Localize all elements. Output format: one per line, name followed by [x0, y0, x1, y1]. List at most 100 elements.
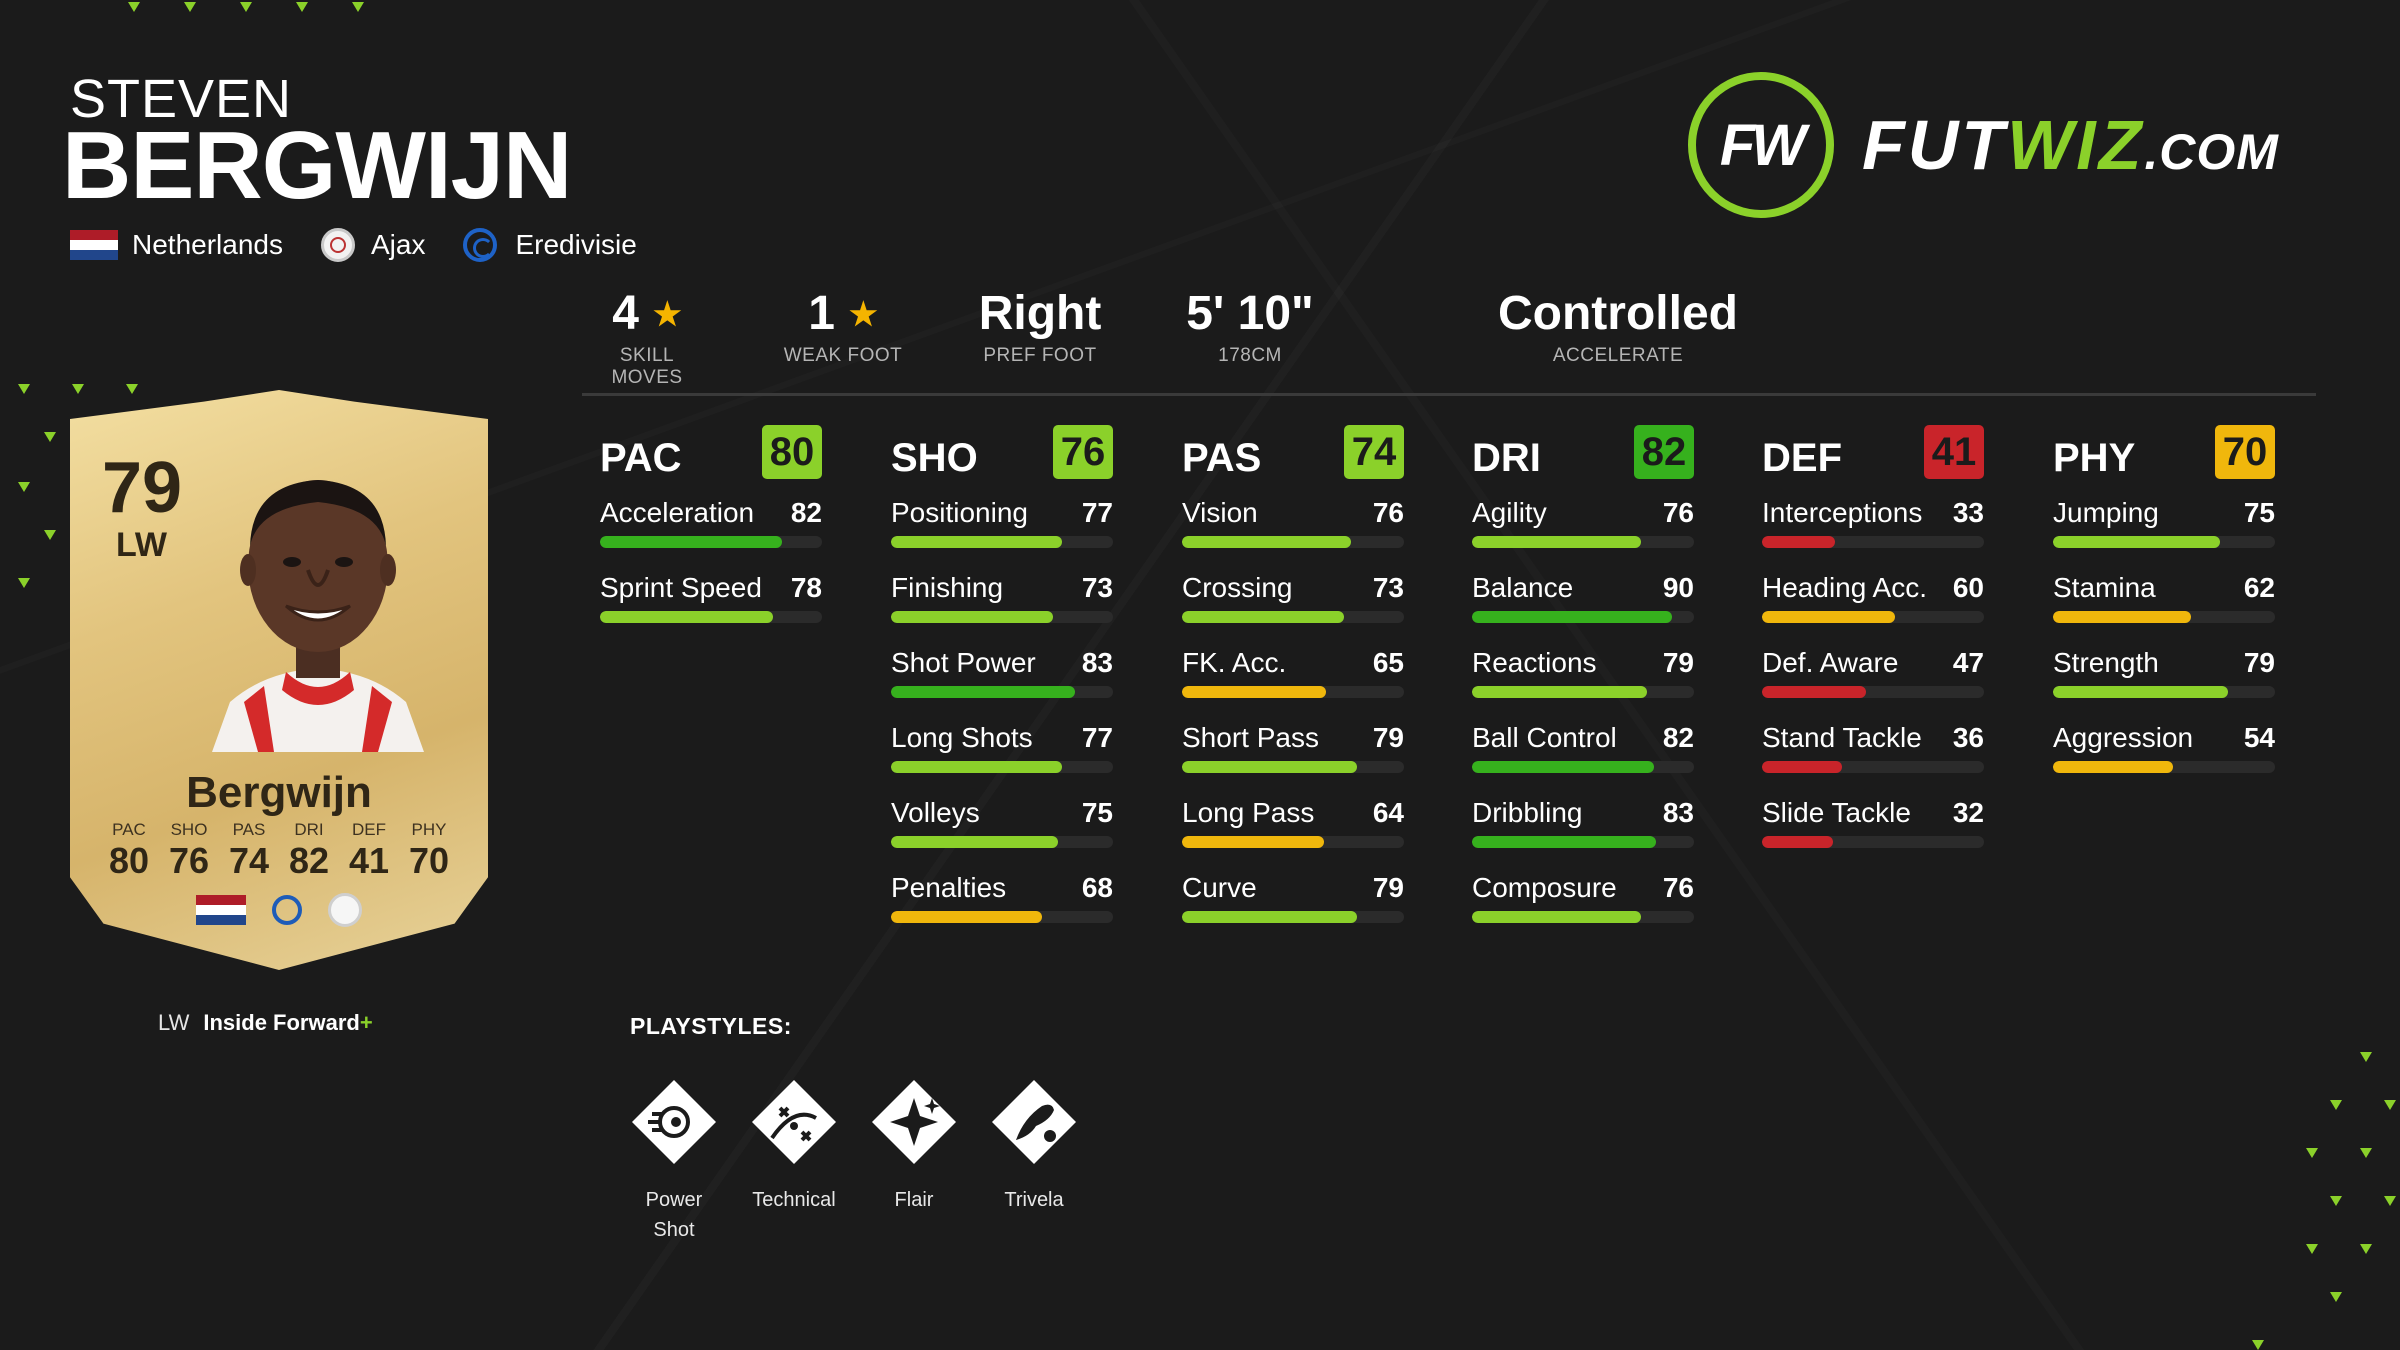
attribute-name: Ball Control — [1472, 722, 1617, 753]
info-skill-moves: 4 ★ SKILL MOVES — [582, 285, 712, 389]
attribute-stand-tackle: Stand Tackle 36 — [1762, 721, 1984, 784]
attribute-finishing: Finishing 73 — [891, 571, 1113, 634]
attribute-name: Reactions — [1472, 647, 1597, 678]
attribute-value: 79 — [1372, 872, 1404, 903]
info-accelerate: Controlled ACCELERATE — [1498, 285, 1738, 367]
attribute-bar-track — [1472, 685, 1694, 698]
card-stat-value: 80 — [108, 840, 150, 881]
player-last-name: BERGWIJN — [62, 112, 572, 219]
card-stat-pas: PAS 74 — [220, 820, 278, 881]
attribute-value: 73 — [1372, 572, 1404, 603]
league-link[interactable]: Eredivisie — [463, 228, 637, 262]
star-icon: ★ — [849, 295, 878, 332]
attribute-value: 65 — [1372, 647, 1404, 678]
category-header: PAS 74 — [1182, 420, 1404, 484]
attribute-value: 32 — [1952, 797, 1984, 828]
card-stat-dri: DRI 82 — [280, 820, 338, 881]
category-header: PHY 70 — [2053, 420, 2275, 484]
attribute-bar-fill — [891, 910, 1042, 923]
playstyle-trivela[interactable]: Trivela — [974, 1078, 1094, 1215]
attribute-sprint-speed: Sprint Speed 78 — [600, 571, 822, 634]
attribute-bar-fill — [1762, 535, 1836, 548]
playstyle-flair[interactable]: Flair — [854, 1078, 974, 1215]
league-label: Eredivisie — [515, 229, 637, 260]
attribute-name: Stamina — [2053, 572, 2156, 603]
attribute-bar-track — [1762, 610, 1984, 623]
attribute-ball-control: Ball Control 82 — [1472, 721, 1694, 784]
attribute-name: Long Pass — [1182, 797, 1315, 828]
category-rating-badge: 76 — [1053, 425, 1113, 479]
playstyle-power-shot[interactable]: Power Shot — [614, 1078, 734, 1245]
card-rating: 79 — [102, 448, 183, 528]
club-label: Ajax — [370, 229, 426, 260]
info-178cm: 5' 10" 178CM — [1185, 285, 1315, 367]
logo-highlight: WIZ — [2007, 106, 2145, 184]
attribute-bar-fill — [1182, 610, 1345, 623]
category-name: PAC — [600, 435, 682, 480]
card-club-icon — [328, 893, 362, 927]
attribute-bar-fill — [1472, 535, 1641, 548]
attribute-bar-fill — [1182, 910, 1358, 923]
stat-category-dri: DRI 82 Agility 76 Balance 90 Reactions 79 Ball C… — [1472, 420, 1694, 934]
playstyles-title: PLAYSTYLES: — [630, 1013, 792, 1039]
info-value: Right — [978, 287, 1102, 340]
attribute-slide-tackle: Slide Tackle 32 — [1762, 796, 1984, 859]
playstyle-label: Trivela — [1004, 1189, 1064, 1211]
attribute-bar-fill — [1182, 760, 1358, 773]
card-stat-phy: PHY 70 — [400, 820, 458, 881]
attribute-name: Composure — [1472, 872, 1617, 903]
attribute-vision: Vision 76 — [1182, 496, 1404, 559]
attribute-bar-track — [1472, 835, 1694, 848]
futwiz-logo[interactable]: FW FUTWIZ.COM — [1688, 72, 2279, 218]
attribute-bar-track — [891, 685, 1113, 698]
info-value: 5' 10" — [1186, 287, 1314, 340]
playstyle-label: Technical — [752, 1189, 836, 1211]
category-rating-badge: 82 — [1634, 425, 1694, 479]
attribute-value: 54 — [2243, 722, 2275, 753]
attribute-reactions: Reactions 79 — [1472, 646, 1694, 709]
attribute-bar-track — [600, 610, 822, 623]
role-label: LW Inside Forward+ — [158, 1010, 373, 1036]
playstyle-technical[interactable]: Technical — [734, 1078, 854, 1215]
attribute-name: Slide Tackle — [1762, 797, 1911, 828]
attribute-value: 77 — [1081, 722, 1113, 753]
card-stat-name: SHO — [170, 820, 208, 839]
nation-link[interactable]: Netherlands — [70, 229, 283, 261]
attribute-bar-fill — [1472, 760, 1655, 773]
attribute-name: Curve — [1182, 872, 1257, 903]
attribute-bar-fill — [891, 760, 1062, 773]
attribute-name: Strength — [2053, 647, 2159, 678]
attribute-bar-fill — [891, 535, 1062, 548]
attribute-name: Shot Power — [891, 647, 1036, 678]
info-label: SKILL MOVES — [611, 344, 683, 388]
club-link[interactable]: Ajax — [320, 228, 426, 262]
attribute-bar-track — [1762, 685, 1984, 698]
attribute-value: 76 — [1372, 497, 1404, 528]
attribute-value: 76 — [1662, 872, 1694, 903]
attribute-bar-track — [2053, 535, 2275, 548]
info-divider — [582, 393, 2316, 396]
attribute-bar-fill — [891, 835, 1058, 848]
attribute-value: 76 — [1662, 497, 1694, 528]
attribute-bar-track — [891, 910, 1113, 923]
attribute-name: Sprint Speed — [600, 572, 762, 603]
player-first-name: STEVEN — [70, 69, 293, 129]
attribute-bar-track — [891, 760, 1113, 773]
eredivisie-badge-icon — [463, 228, 498, 262]
info-label: PREF FOOT — [983, 344, 1097, 366]
attribute-bar-track — [1182, 535, 1404, 548]
card-stat-value: 70 — [408, 840, 450, 881]
stat-category-pas: PAS 74 Vision 76 Crossing 73 FK. Acc. 65 Short P… — [1182, 420, 1404, 934]
attribute-value: 73 — [1081, 572, 1113, 603]
attribute-bar-fill — [1182, 835, 1325, 848]
info-value: Controlled — [1498, 287, 1738, 340]
attribute-name: Stand Tackle — [1762, 722, 1922, 753]
attribute-bar-track — [1472, 535, 1694, 548]
attribute-value: 83 — [1081, 647, 1113, 678]
category-rating-badge: 80 — [762, 425, 822, 479]
attribute-dribbling: Dribbling 83 — [1472, 796, 1694, 859]
card-stat-name: PAS — [232, 820, 266, 839]
attribute-positioning: Positioning 77 — [891, 496, 1113, 559]
attribute-value: 79 — [1662, 647, 1694, 678]
attribute-name: Interceptions — [1762, 497, 1923, 528]
